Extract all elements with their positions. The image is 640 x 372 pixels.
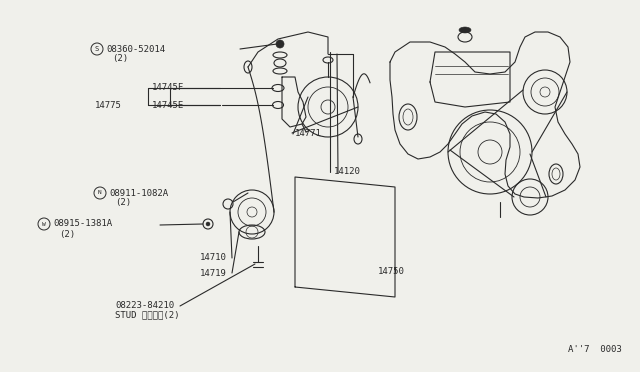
Text: 14719: 14719 — [200, 269, 227, 278]
Text: (2): (2) — [115, 199, 131, 208]
Text: 08911-1082A: 08911-1082A — [109, 189, 168, 198]
Text: 08360-52014: 08360-52014 — [106, 45, 165, 54]
Text: 14775: 14775 — [95, 100, 122, 109]
Text: 14745E: 14745E — [152, 100, 184, 109]
Ellipse shape — [459, 27, 471, 33]
Text: 14745F: 14745F — [152, 83, 184, 93]
Text: A''7  0003: A''7 0003 — [568, 345, 622, 354]
Text: STUD スタッド(2): STUD スタッド(2) — [115, 311, 179, 320]
Circle shape — [276, 40, 284, 48]
Text: 08223-84210: 08223-84210 — [115, 301, 174, 310]
Text: 08915-1381A: 08915-1381A — [53, 219, 112, 228]
Text: (2): (2) — [59, 230, 75, 238]
Text: W: W — [42, 221, 46, 227]
Circle shape — [206, 222, 210, 226]
Text: 14710: 14710 — [200, 253, 227, 263]
Text: 14120: 14120 — [334, 167, 361, 176]
Text: 14771: 14771 — [295, 129, 322, 138]
Text: N: N — [98, 190, 102, 196]
Text: (2): (2) — [112, 55, 128, 64]
Text: S: S — [95, 46, 99, 52]
Text: 14750: 14750 — [378, 267, 405, 276]
